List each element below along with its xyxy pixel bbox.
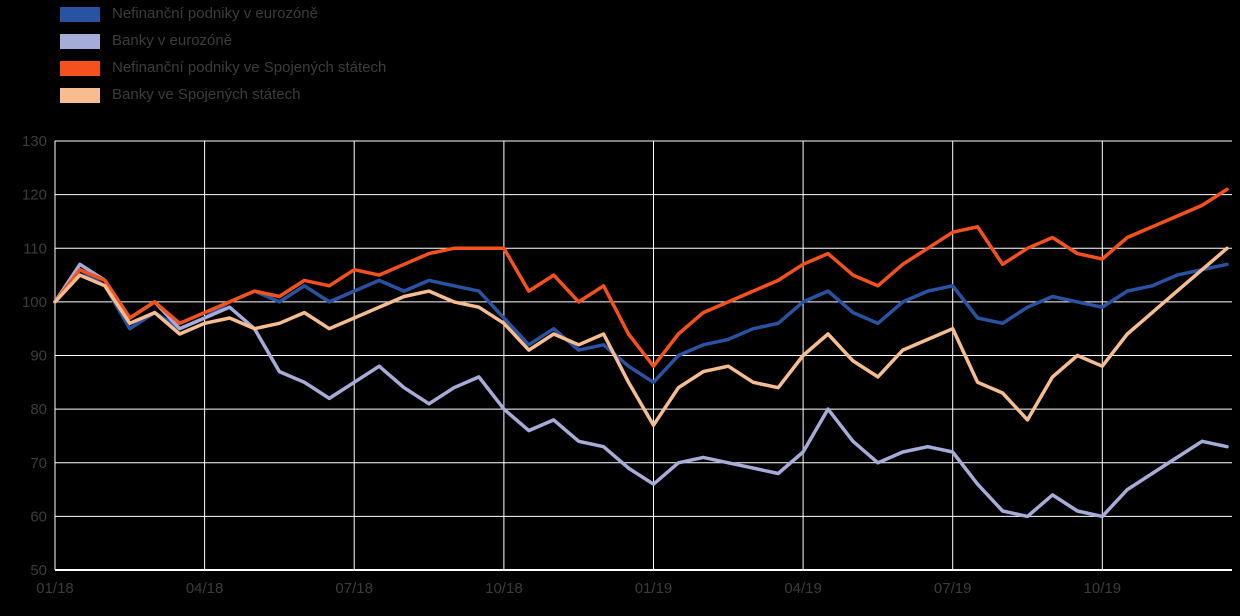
chart-legend: Nefinanční podniky v eurozóně Banky v eur… [60, 6, 386, 103]
x-tick-label: 10/18 [485, 580, 523, 597]
legend-label-1: Nefinanční podniky v eurozóně [112, 5, 318, 22]
x-tick-label: 04/19 [784, 580, 822, 597]
y-tick-label: 100 [22, 294, 47, 311]
y-tick-label: 70 [30, 455, 47, 472]
legend-swatch-1 [60, 6, 100, 22]
legend-swatch-3 [60, 60, 100, 76]
x-tick-label: 10/19 [1084, 580, 1122, 597]
x-tick-label: 01/18 [36, 580, 74, 597]
legend-swatch-4 [60, 87, 100, 103]
y-tick-label: 80 [30, 401, 47, 418]
y-tick-label: 60 [30, 508, 47, 525]
series-line-3 [53, 187, 1229, 368]
x-tick-label: 04/18 [186, 580, 224, 597]
legend-item-4: Banky ve Spojených státech [60, 87, 386, 103]
legend-swatch-2 [60, 33, 100, 49]
legend-item-3: Nefinanční podniky ve Spojených státech [60, 60, 386, 76]
y-tick-label: 120 [22, 187, 47, 204]
series-line-4 [53, 246, 1229, 427]
legend-item-2: Banky v eurozóně [60, 33, 386, 49]
x-tick-label: 07/19 [934, 580, 972, 597]
y-tick-label: 130 [22, 133, 47, 150]
x-tick-label: 07/18 [335, 580, 373, 597]
legend-item-1: Nefinanční podniky v eurozóně [60, 6, 386, 22]
legend-label-2: Banky v eurozóně [112, 32, 233, 49]
x-tick-label: 01/19 [635, 580, 673, 597]
y-tick-label: 90 [30, 348, 47, 365]
legend-label-3: Nefinanční podniky ve Spojených státech [112, 59, 387, 76]
y-tick-label: 50 [30, 562, 47, 579]
y-tick-label: 110 [23, 240, 47, 257]
series-line-1 [53, 262, 1229, 385]
legend-label-4: Banky ve Spojených státech [112, 86, 301, 103]
